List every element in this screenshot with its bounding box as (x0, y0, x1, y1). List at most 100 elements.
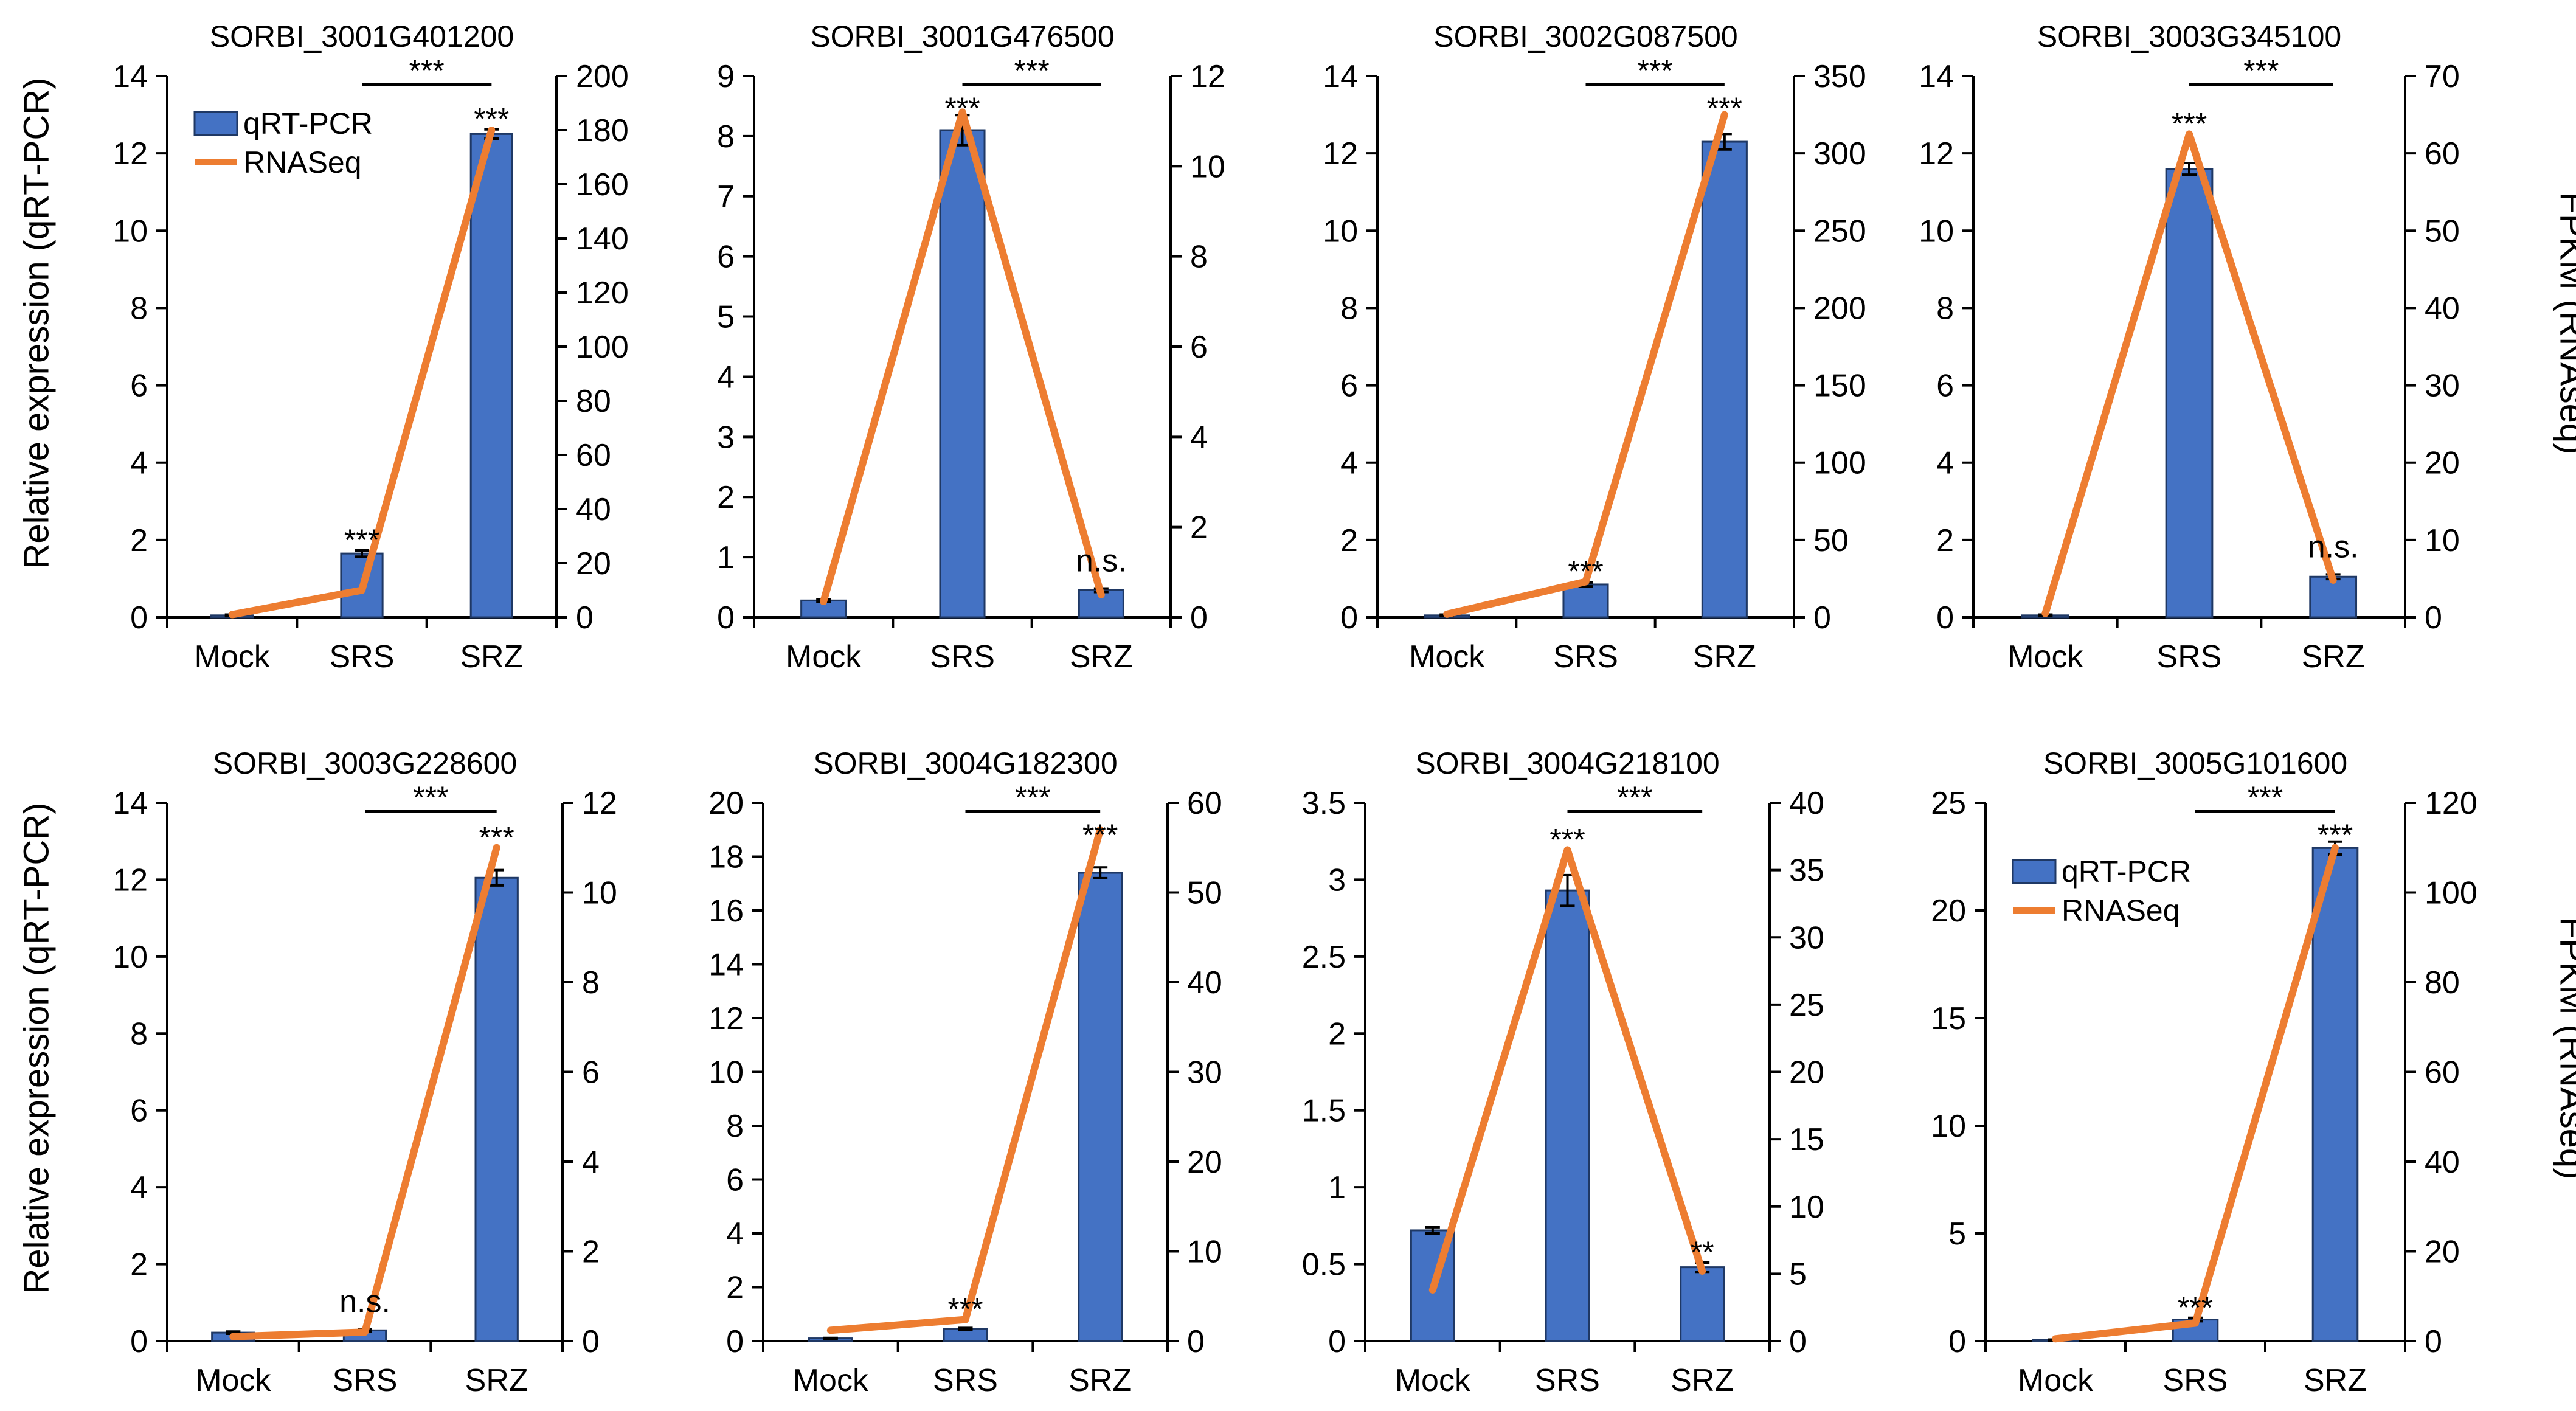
chart8-right-tick-label: 20 (2425, 1235, 2460, 1270)
chart2-right-tick-label: 4 (1190, 420, 1208, 455)
chart6-left-tick-label: 18 (708, 840, 744, 875)
chart2-right-tick-label: 6 (1190, 330, 1208, 365)
chart1-right-tick-label: 200 (576, 59, 629, 94)
chart4-right-tick-label: 20 (2425, 446, 2460, 481)
chart2-annotation-srs: *** (944, 91, 980, 125)
chart4-comparison-label: *** (2243, 54, 2279, 88)
chart6-title: SORBI_3004G182300 (813, 746, 1117, 780)
chart7-left-tick-label: 2 (1328, 1016, 1346, 1052)
chart7-right-tick-label: 35 (1789, 853, 1824, 889)
chart5-left-tick-label: 10 (113, 940, 148, 975)
chart6-right-tick-label: 20 (1187, 1145, 1222, 1180)
chart7-left-tick-label: 1.5 (1302, 1094, 1346, 1129)
chart5-right-tick-label: 0 (582, 1324, 600, 1359)
chart7-left-tick-label: 0.5 (1302, 1247, 1346, 1283)
chart7-right-tick-label: 5 (1789, 1257, 1807, 1292)
chart5-left-tick-label: 2 (130, 1247, 148, 1283)
chart2-left-tick-label: 3 (717, 420, 735, 455)
chart2-x-tick-label-srz: SRZ (1070, 639, 1133, 674)
chart7-annotation-srz: ** (1691, 1235, 1714, 1269)
chart2-left-tick-label: 6 (717, 240, 735, 275)
chart1-right-tick-label: 0 (576, 600, 594, 636)
chart3-title: SORBI_3002G087500 (1433, 19, 1737, 54)
chart5-x-tick-label-mock: Mock (195, 1363, 271, 1398)
chart6-x-tick-label-mock: Mock (793, 1363, 869, 1398)
chart1-bar-srz (469, 133, 513, 619)
right-axis-title-row2: FPKM (RNAseq) (2552, 917, 2576, 1180)
chart6-left-tick-label: 2 (726, 1271, 744, 1306)
chart1-left-tick-label: 12 (113, 136, 148, 172)
chart5-left-tick-label: 14 (113, 786, 148, 821)
chart2-comparison-label: *** (1014, 54, 1049, 88)
chart8-legend-label-qrt-pcr: qRT-PCR (2062, 855, 2191, 889)
chart3-right-tick-label: 300 (1813, 136, 1866, 172)
chart3-right-tick-label: 350 (1813, 59, 1866, 94)
chart8-left-tick-label: 20 (1931, 893, 1966, 929)
chart8-right-tick-label: 60 (2425, 1055, 2460, 1090)
chart6-rnaseq-line (826, 826, 1104, 1334)
chart1-left-tick-label: 6 (130, 369, 148, 404)
chart2-right-tick-label: 8 (1190, 240, 1208, 275)
chart4-bar-srs (2165, 168, 2214, 619)
chart1-x-tick-label-srz: SRZ (460, 639, 523, 674)
chart4-left-tick-label: 12 (1919, 136, 1954, 172)
chart1-comparison-label: *** (409, 54, 444, 88)
chart8-left-tick-label: 0 (1948, 1324, 1966, 1359)
chart3-left-tick-label: 12 (1323, 136, 1358, 172)
chart4-right-tick-label: 60 (2425, 136, 2460, 172)
chart7-left-tick-label: 3 (1328, 862, 1346, 898)
chart5-right-tick-label: 12 (582, 786, 617, 821)
chart7-right-tick-label: 10 (1789, 1190, 1824, 1225)
chart3-right-tick-label: 150 (1813, 369, 1866, 404)
chart2-left-tick-label: 5 (717, 300, 735, 335)
chart5-right-tick-label: 6 (582, 1055, 600, 1090)
chart4-left-tick-label: 8 (1936, 291, 1954, 326)
chart4-right-tick-label: 10 (2425, 523, 2460, 558)
chart5-x-tick-label-srs: SRS (333, 1363, 398, 1398)
chart6-left-tick-label: 12 (708, 1001, 744, 1036)
chart3-bar-srs (1562, 583, 1609, 619)
chart6-left-tick-label: 16 (708, 893, 744, 929)
chart7-rnaseq-line (1428, 846, 1706, 1294)
chart5-left-tick-label: 12 (113, 862, 148, 898)
left-axis-title-row2: Relative expression (qRT-PCR) (16, 802, 57, 1294)
chart3-left-tick-label: 14 (1323, 59, 1358, 94)
chart6-right-tick-label: 10 (1187, 1235, 1222, 1270)
chart7-left-tick-label: 2.5 (1302, 940, 1346, 975)
chart7-x-tick-label-mock: Mock (1395, 1363, 1471, 1398)
chart3-comparison-label: *** (1637, 54, 1672, 88)
chart3-annotation-srs: *** (1568, 555, 1603, 589)
left-axis-title-row1: Relative expression (qRT-PCR) (16, 77, 57, 569)
chart6-left-tick-label: 0 (726, 1324, 744, 1359)
chart8-annotation-srs: *** (2178, 1291, 2213, 1325)
chart6-right-tick-label: 50 (1187, 876, 1222, 911)
chart1-right-tick-label: 20 (576, 546, 611, 581)
chart8-left-tick-label: 25 (1931, 786, 1966, 821)
chart4-left-tick-label: 6 (1936, 369, 1954, 404)
chart2-left-tick-label: 8 (717, 119, 735, 154)
chart6-left-tick-label: 20 (708, 786, 744, 821)
chart2-left-tick-label: 7 (717, 179, 735, 215)
chart4-annotation-srs: *** (2172, 106, 2207, 140)
chart8-right-tick-label: 0 (2425, 1324, 2442, 1359)
chart8-left-tick-label: 5 (1948, 1216, 1966, 1252)
chart1-right-tick-label: 140 (576, 221, 629, 257)
chart3-left-tick-label: 0 (1340, 600, 1358, 636)
chart3-left-tick-label: 8 (1340, 291, 1358, 326)
chart1-left-tick-label: 0 (130, 600, 148, 636)
chart2-left-tick-label: 4 (717, 359, 735, 395)
chart4-right-tick-label: 50 (2425, 213, 2460, 249)
chart1-rnaseq-line (228, 127, 496, 619)
chart2-left-tick-label: 9 (717, 59, 735, 94)
chart5-left-tick-label: 8 (130, 1016, 148, 1052)
chart7-x-tick-label-srz: SRZ (1671, 1363, 1734, 1398)
chart6-annotation-srz: *** (1082, 818, 1118, 852)
chart2-x-tick-label-srs: SRS (930, 639, 995, 674)
chart2-left-tick-label: 0 (717, 600, 735, 636)
chart5-left-tick-label: 6 (130, 1094, 148, 1129)
chart8-left-tick-label: 10 (1931, 1109, 1966, 1144)
chart3-left-tick-label: 4 (1340, 446, 1358, 481)
chart5-title: SORBI_3003G228600 (213, 746, 517, 780)
chart4-right-tick-label: 70 (2425, 59, 2460, 94)
chart5-right-tick-label: 2 (582, 1235, 600, 1270)
